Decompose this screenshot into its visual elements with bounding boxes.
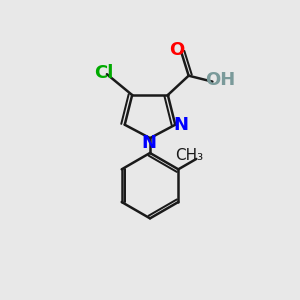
Text: CH₃: CH₃: [175, 148, 203, 164]
Text: N: N: [173, 116, 188, 134]
Text: N: N: [141, 134, 156, 152]
Text: Cl: Cl: [94, 64, 114, 82]
Text: O: O: [169, 41, 184, 59]
Text: OH: OH: [205, 71, 235, 89]
